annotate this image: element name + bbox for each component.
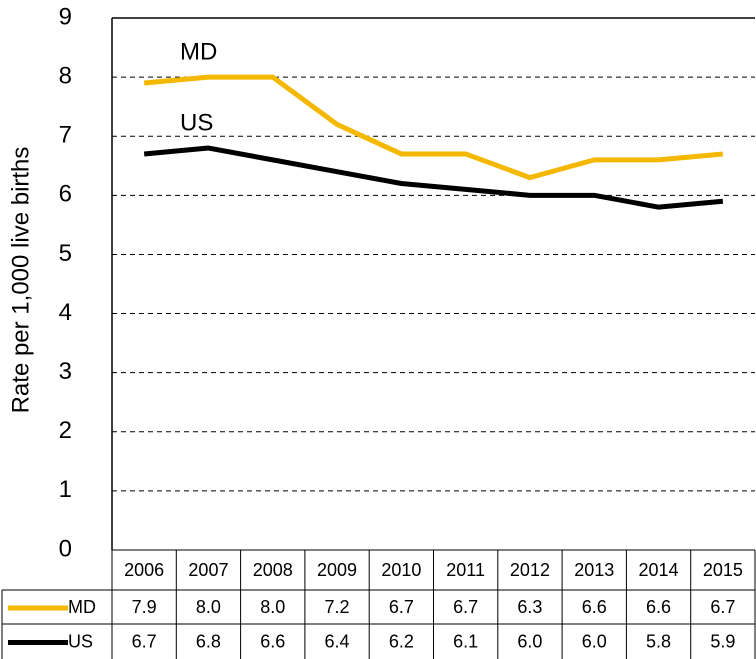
- table-value: 8.0: [196, 597, 221, 617]
- table-value: 6.7: [710, 597, 735, 617]
- table-value: 6.0: [582, 631, 607, 651]
- table-value: 6.0: [517, 631, 542, 651]
- x-tick-label: 2015: [703, 560, 743, 580]
- table-value: 5.9: [710, 631, 735, 651]
- legend-label: US: [68, 631, 93, 651]
- legend-label: MD: [68, 597, 96, 617]
- table-value: 6.3: [517, 597, 542, 617]
- series-line: [143, 145, 724, 210]
- y-axis-label: Rate per 1,000 live births: [7, 147, 34, 414]
- x-tick-label: 2009: [317, 560, 357, 580]
- x-tick-label: 2011: [446, 560, 485, 580]
- y-tick-label: 9: [59, 3, 72, 30]
- table-value: 7.2: [325, 597, 350, 617]
- x-tick-label: 2008: [253, 560, 293, 580]
- table-value: 8.0: [260, 597, 285, 617]
- table-value: 6.6: [582, 597, 607, 617]
- y-tick-label: 7: [59, 122, 72, 149]
- x-tick-label: 2006: [124, 560, 164, 580]
- table-value: 6.6: [260, 631, 285, 651]
- x-tick-label: 2010: [381, 560, 421, 580]
- table-value: 6.8: [196, 631, 221, 651]
- table-value: 5.8: [646, 631, 671, 651]
- table-value: 6.7: [453, 597, 478, 617]
- y-tick-label: 5: [59, 240, 72, 267]
- table-value: 6.2: [389, 631, 414, 651]
- y-tick-label: 6: [59, 181, 72, 208]
- x-tick-label: 2014: [639, 560, 679, 580]
- table-value: 6.4: [325, 631, 350, 651]
- y-tick-label: 4: [59, 299, 72, 326]
- y-tick-label: 0: [59, 535, 72, 562]
- y-tick-label: 2: [59, 417, 72, 444]
- series-line: [143, 74, 724, 181]
- table-value: 7.9: [132, 597, 157, 617]
- x-tick-label: 2007: [188, 560, 228, 580]
- y-tick-label: 8: [59, 62, 72, 89]
- y-tick-label: 3: [59, 358, 72, 385]
- x-tick-label: 2013: [574, 560, 614, 580]
- table-value: 6.1: [453, 631, 478, 651]
- table-value: 6.7: [132, 631, 157, 651]
- x-tick-label: 2012: [510, 560, 550, 580]
- table-value: 6.7: [389, 597, 414, 617]
- y-tick-label: 1: [59, 476, 72, 503]
- series-label: MD: [180, 38, 217, 65]
- table-value: 6.6: [646, 597, 671, 617]
- series-label: US: [180, 109, 213, 136]
